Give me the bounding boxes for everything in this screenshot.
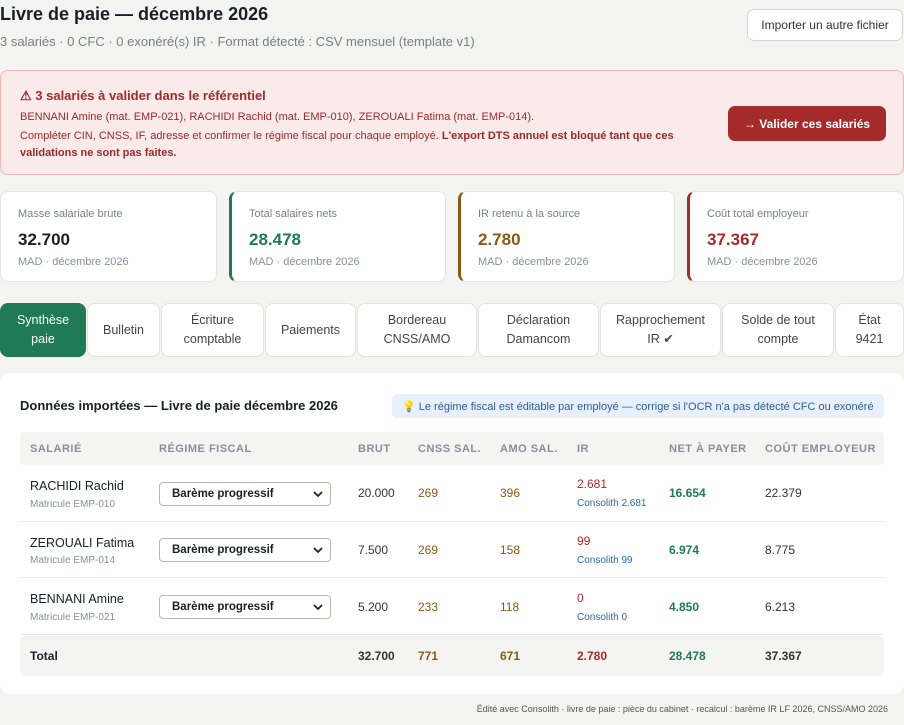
table-row: BENNANI Amine Matricule EMP-021 Barème p… — [20, 578, 884, 635]
panel-title: Données importées — Livre de paie décemb… — [20, 398, 338, 413]
employee-name: BENNANI Amine — [30, 592, 124, 606]
col-header-net: NET À PAYER — [669, 443, 747, 455]
table-header: SALARIÉ RÉGIME FISCAL BRUT CNSS SAL. AMO… — [20, 432, 884, 465]
kpi-card-gross: Masse salariale brute 32.700 MAD · décem… — [0, 191, 217, 282]
kpi-value: 32.700 — [18, 230, 70, 249]
kpi-value: 2.780 — [478, 230, 521, 249]
regime-hint: 💡 Le régime fiscal est éditable par empl… — [392, 394, 884, 418]
tab-bordereau-cnss-amo[interactable]: Bordereau CNSS/AMO — [357, 303, 477, 357]
employee-matricule: Matricule EMP-021 — [30, 612, 116, 623]
total-ir: 2.780 — [577, 649, 608, 663]
kpi-unit: MAD · décembre 2026 — [18, 256, 129, 268]
brut-value: 7.500 — [358, 543, 389, 557]
col-header-amo: AMO SAL. — [500, 443, 558, 455]
kpi-value: 37.367 — [707, 230, 759, 249]
kpi-value: 28.478 — [249, 230, 301, 249]
total-net: 28.478 — [669, 649, 706, 663]
amo-value: 118 — [500, 600, 520, 614]
ir-consolith-value: Consolith 2.681 — [577, 498, 647, 509]
table-row: RACHIDI Rachid Matricule EMP-010 Barème … — [20, 465, 884, 522]
kpi-card-ir: IR retenu à la source 2.780 MAD · décemb… — [458, 191, 675, 282]
regime-value: Barème progressif — [172, 601, 274, 613]
col-header-ir: IR — [577, 443, 589, 455]
page-subtitle: 3 salariés · 0 CFC · 0 exonéré(s) IR · F… — [0, 34, 475, 49]
kpi-label: IR retenu à la source — [478, 208, 581, 220]
tab-ecriture-comptable[interactable]: Écriture comptable — [161, 303, 264, 357]
cout-value: 8.775 — [765, 543, 796, 557]
total-amo: 671 — [500, 649, 521, 663]
kpi-card-employer-cost: Coût total employeur 37.367 MAD · décemb… — [687, 191, 904, 282]
table-total-row: Total 32.700 771 671 2.780 28.478 37.367 — [20, 636, 884, 676]
col-header-salarie: SALARIÉ — [30, 443, 82, 455]
table-row: ZEROUALI Fatima Matricule EMP-014 Barème… — [20, 522, 884, 578]
tab-rapprochement-ir[interactable]: Rapprochement IR ✔ — [600, 303, 721, 357]
cout-value: 22.379 — [765, 486, 802, 500]
col-header-brut: BRUT — [358, 443, 391, 455]
kpi-label: Masse salariale brute — [18, 208, 123, 220]
import-file-button[interactable]: Importer un autre fichier — [747, 9, 903, 41]
employee-matricule: Matricule EMP-014 — [30, 555, 116, 566]
regime-select[interactable]: Barème progressif — [159, 538, 331, 562]
regime-value: Barème progressif — [172, 544, 274, 556]
cnss-value: 269 — [418, 543, 439, 557]
net-value: 6.974 — [669, 543, 700, 557]
chevron-down-icon — [313, 491, 323, 498]
kpi-unit: MAD · décembre 2026 — [707, 256, 818, 268]
payroll-data-panel: Données importées — Livre de paie décemb… — [0, 373, 904, 694]
total-label: Total — [30, 649, 58, 663]
alert-instructions-text: Compléter CIN, CNSS, IF, adresse et conf… — [20, 130, 442, 142]
regime-value: Barème progressif — [172, 488, 274, 500]
tab-solde-tout-compte[interactable]: Solde de tout compte — [722, 303, 834, 357]
validation-alert: ⚠ 3 salariés à valider dans le référenti… — [0, 70, 904, 175]
ir-value: 0 — [577, 591, 584, 605]
cnss-value: 269 — [418, 486, 439, 500]
brut-value: 20.000 — [358, 486, 395, 500]
col-header-regime: RÉGIME FISCAL — [159, 443, 252, 455]
alert-employee-list: BENNANI Amine (mat. EMP-021), RACHIDI Ra… — [20, 111, 535, 123]
regime-select[interactable]: Barème progressif — [159, 482, 331, 506]
page-footer: Édité avec Consolith · livre de paie : p… — [476, 704, 888, 714]
ir-consolith-value: Consolith 99 — [577, 555, 633, 566]
tab-synthese-paie[interactable]: Synthèse paie — [0, 303, 86, 357]
page-header: Livre de paie — décembre 2026 3 salariés… — [0, 0, 904, 56]
kpi-card-net: Total salaires nets 28.478 MAD · décembr… — [229, 191, 446, 282]
tab-bulletin[interactable]: Bulletin — [87, 303, 160, 357]
col-header-cout: COÛT EMPLOYEUR — [765, 443, 876, 455]
validate-employees-button[interactable]: → Valider ces salariés — [728, 106, 886, 141]
ir-value: 2.681 — [577, 477, 608, 491]
chevron-down-icon — [313, 604, 323, 611]
net-value: 4.850 — [669, 600, 700, 614]
tab-etat-9421[interactable]: État 9421 — [835, 303, 904, 357]
cout-value: 6.213 — [765, 600, 796, 614]
total-cnss: 771 — [418, 649, 439, 663]
cnss-value: 233 — [418, 600, 439, 614]
tab-paiements[interactable]: Paiements — [265, 303, 356, 357]
kpi-unit: MAD · décembre 2026 — [478, 256, 589, 268]
tab-declaration-damancom[interactable]: Déclaration Damancom — [478, 303, 599, 357]
total-cout: 37.367 — [765, 649, 802, 663]
kpi-label: Coût total employeur — [707, 208, 809, 220]
brut-value: 5.200 — [358, 600, 389, 614]
employee-name: ZEROUALI Fatima — [30, 536, 135, 550]
col-header-cnss: CNSS SAL. — [418, 443, 482, 455]
ir-value: 99 — [577, 534, 591, 548]
employee-matricule: Matricule EMP-010 — [30, 499, 116, 510]
kpi-unit: MAD · décembre 2026 — [249, 256, 360, 268]
tab-bar: Synthèse paie Bulletin Écriture comptabl… — [0, 303, 904, 357]
alert-title: ⚠ 3 salariés à valider dans le référenti… — [20, 88, 266, 103]
employee-name: RACHIDI Rachid — [30, 479, 124, 493]
amo-value: 158 — [500, 543, 521, 557]
regime-select[interactable]: Barème progressif — [159, 595, 331, 619]
alert-instructions: Compléter CIN, CNSS, IF, adresse et conf… — [20, 128, 720, 162]
kpi-label: Total salaires nets — [249, 208, 338, 220]
ir-consolith-value: Consolith 0 — [577, 612, 628, 623]
alert-blocking-note: L'export DTS annuel est bloqué tant que … — [20, 130, 674, 159]
net-value: 16.654 — [669, 486, 706, 500]
total-brut: 32.700 — [358, 649, 395, 663]
chevron-down-icon — [313, 547, 323, 554]
page-title: Livre de paie — décembre 2026 — [0, 4, 269, 24]
amo-value: 396 — [500, 486, 521, 500]
